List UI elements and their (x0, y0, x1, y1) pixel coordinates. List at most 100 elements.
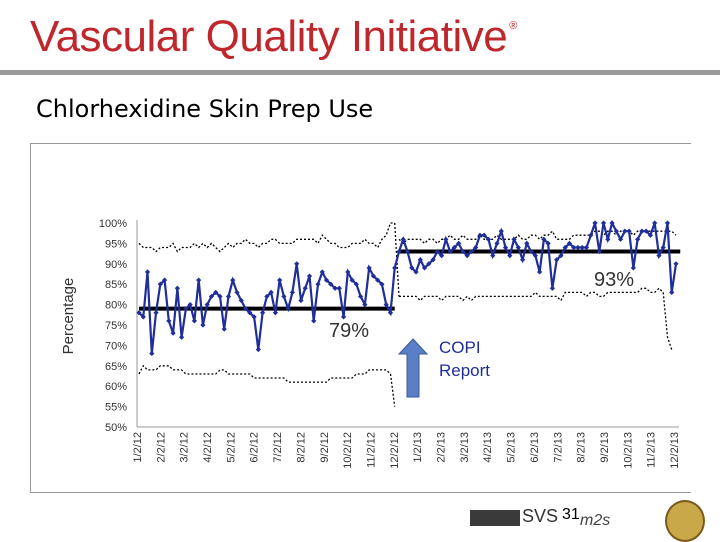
data-point (421, 265, 428, 271)
data-point (366, 265, 372, 271)
x-tick-label: 8/2/12 (295, 432, 307, 463)
data-point (541, 236, 547, 242)
upper-limit-phase1 (138, 222, 395, 253)
data-point (600, 220, 607, 226)
data-point (588, 232, 594, 238)
x-tick-label: 1/2/13 (412, 432, 424, 463)
data-point (242, 306, 249, 312)
x-tick-label: 2/2/12 (155, 432, 167, 463)
data-point (592, 220, 598, 226)
data-point (502, 244, 509, 251)
chart-frame: 100% 95% 90% 85% 80% 75% 70% 65% 60% 55% 50% 1/2/1… (30, 143, 691, 493)
data-point (652, 220, 658, 226)
data-point (259, 310, 266, 316)
data-point (626, 228, 632, 234)
data-point (485, 236, 492, 242)
data-point (272, 310, 278, 316)
data-point (451, 244, 457, 251)
y-tick-label: 85% (105, 279, 127, 291)
data-point (430, 257, 436, 263)
data-point (443, 236, 449, 242)
data-point (447, 248, 453, 255)
svs-logo-text: SVS (522, 506, 559, 526)
data-point (179, 334, 185, 340)
data-point (596, 248, 602, 255)
data-point (255, 346, 261, 353)
m2s-logo-text: m2s (580, 512, 611, 529)
data-point (545, 240, 551, 246)
header-divider (0, 70, 720, 75)
data-point (289, 289, 296, 295)
x-tick-label: 3/2/12 (179, 432, 191, 463)
data-point (144, 269, 151, 275)
annotation-mean-before: 79% (329, 320, 369, 342)
x-axis-ticks: 1/2/12 2/2/12 3/2/12 4/2/12 5/2/12 6/2/12 7/2/… (132, 432, 681, 469)
data-point (379, 281, 385, 287)
data-point (537, 269, 543, 275)
y-tick-label: 70% (105, 340, 127, 352)
data-point (647, 232, 654, 238)
data-point (277, 277, 283, 283)
data-point (673, 261, 679, 267)
x-tick-label: 10/2/12 (342, 432, 354, 469)
data-point (349, 277, 355, 283)
annotation-mean-after: 93% (594, 269, 634, 291)
x-tick-label: 7/2/12 (272, 432, 284, 463)
x-tick-label: 2/2/13 (436, 432, 448, 463)
data-point (524, 240, 530, 246)
data-point (562, 244, 568, 251)
annotation-intervention-word2: Report (439, 361, 490, 380)
x-tick-label: 11/2/13 (646, 432, 658, 468)
x-tick-label: 3/2/13 (459, 432, 471, 463)
data-point (196, 277, 202, 283)
svs-logo-icon (470, 510, 520, 526)
data-point (566, 240, 573, 246)
annotation-intervention-word1: COPI (439, 338, 481, 357)
data-point (153, 310, 159, 316)
data-point (336, 285, 342, 291)
x-tick-label: 1/2/12 (132, 432, 144, 463)
data-point (635, 236, 641, 242)
data-point (511, 236, 517, 242)
x-tick-label: 4/2/12 (202, 432, 214, 463)
data-point (579, 244, 585, 251)
x-tick-label: 6/2/12 (249, 432, 261, 463)
data-point (302, 285, 308, 291)
data-point (409, 265, 415, 271)
data-point (362, 302, 368, 308)
data-point (200, 322, 206, 328)
data-point (549, 285, 556, 291)
data-point (605, 236, 611, 242)
data-point (217, 293, 223, 300)
x-tick-label: 9/2/12 (319, 432, 331, 463)
x-tick-label: 5/2/13 (506, 432, 518, 463)
data-point (315, 281, 321, 287)
data-point (473, 244, 479, 251)
data-point (396, 248, 402, 255)
data-point (234, 289, 240, 295)
data-point (170, 330, 176, 336)
data-point (230, 277, 236, 283)
data-point (609, 220, 615, 226)
y-tick-label: 80% (105, 300, 127, 312)
data-point (323, 277, 330, 283)
data-point (630, 265, 636, 271)
data-point (613, 228, 619, 234)
data-point (281, 293, 287, 300)
x-tick-label: 8/2/13 (576, 432, 588, 463)
x-tick-label: 4/2/13 (482, 432, 494, 463)
y-tick-label: 50% (105, 422, 127, 434)
data-point (161, 277, 168, 283)
data-point (438, 253, 445, 259)
y-tick-label: 95% (105, 238, 127, 250)
data-point (149, 350, 155, 357)
data-point (490, 253, 496, 259)
seal-logo-icon (665, 500, 705, 542)
intervention-arrow-icon (397, 338, 429, 398)
data-point (460, 248, 466, 255)
data-point (575, 244, 581, 251)
data-point (340, 314, 347, 320)
data-point (456, 240, 462, 246)
x-tick-label: 10/2/13 (622, 432, 634, 469)
data-point (392, 265, 398, 271)
